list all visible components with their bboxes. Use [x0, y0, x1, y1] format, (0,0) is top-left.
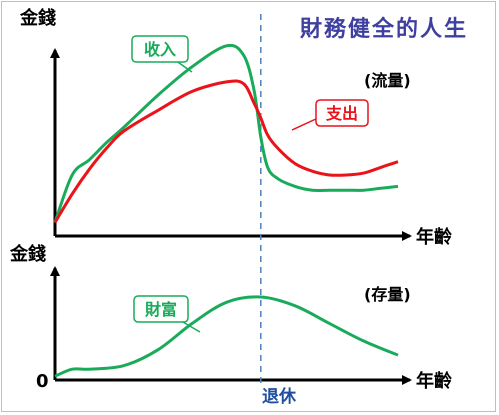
series-line-income [53, 43, 399, 224]
legend-wealth: 財富 [133, 295, 201, 333]
legend-income-label: 收入 [144, 40, 176, 59]
series-line-wealth [54, 295, 399, 378]
top-ylabel: 金錢 [19, 7, 56, 29]
legend-expense-label: 支出 [325, 104, 358, 123]
top-annotation: (流量) [364, 71, 411, 90]
legend-expense: 支出 [291, 99, 369, 131]
retirement-label: 退休 [262, 386, 297, 407]
bottom-ylabel: 金錢 [9, 243, 46, 265]
legend-wealth-label: 財富 [145, 300, 177, 319]
bottom-xlabel: 年齡 [416, 370, 452, 392]
top-xlabel: 年齡 [416, 226, 452, 248]
bottom-origin-label: 0 [36, 371, 49, 392]
chart-title: 財務健全的人生 [300, 16, 468, 42]
bottom-annotation: (存量) [364, 285, 411, 304]
series-line-expense [53, 79, 399, 224]
legend-income: 收入 [131, 35, 193, 73]
